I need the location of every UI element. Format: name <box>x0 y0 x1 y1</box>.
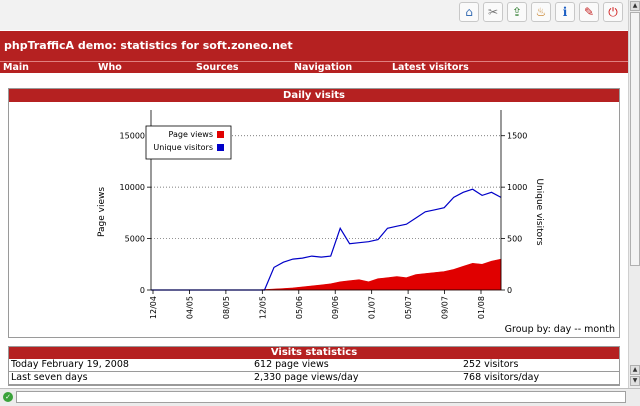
power-button[interactable]: ⏻ <box>603 2 623 22</box>
stats-visitors: 252 visitors <box>463 359 519 370</box>
nav-who[interactable]: Who <box>98 62 122 73</box>
y-tick-label: 0 <box>140 286 145 295</box>
table-row: Last seven days 2,330 page views/day 768… <box>9 372 619 385</box>
daily-visits-chart: 0 5000 10000 15000 0 500 1000 1500 12/04 04/05 08/… <box>97 110 544 319</box>
scroll-up-icon[interactable]: ▲ <box>630 1 640 11</box>
page-title: phpTrafficA demo: statistics for soft.zo… <box>4 39 293 52</box>
daily-visits-panel: Daily visits 0 5000 10000 15000 0 500 1000 1500… <box>8 88 620 338</box>
x-tick-label: 09/06 <box>331 296 340 319</box>
y-tick-label-right: 0 <box>507 286 512 295</box>
cake-button[interactable]: ♨ <box>531 2 551 22</box>
export-button[interactable]: ⇪ <box>507 2 527 22</box>
info-icon: i <box>562 5 568 19</box>
x-tick-label: 09/07 <box>441 296 450 319</box>
scroll-up-icon[interactable]: ▲ <box>630 365 640 375</box>
table-row: Today February 19, 2008 612 page views 2… <box>9 359 619 372</box>
x-tick-label: 04/05 <box>185 296 194 319</box>
y-tick-label: 5000 <box>125 235 145 244</box>
y-tick-label-right: 1000 <box>507 183 527 192</box>
status-ok-icon: ✓ <box>3 392 13 402</box>
tools-icon: ✂ <box>487 5 499 19</box>
series-page-views <box>151 258 502 291</box>
chart-legend: Page views Unique visitors <box>145 125 232 160</box>
nav-main[interactable]: Main <box>3 62 29 73</box>
toolbar: ⌂ ✂ ⇪ ♨ i ✎ ⏻ <box>0 0 628 30</box>
y-axis-label: Page views <box>97 187 107 237</box>
power-icon: ⏻ <box>608 5 618 19</box>
edit-button[interactable]: ✎ <box>579 2 599 22</box>
home-icon: ⌂ <box>465 5 473 19</box>
stats-visitors: 768 visitors/day <box>463 372 540 383</box>
legend-label-page-views: Page views <box>169 130 214 139</box>
x-tick-label: 05/07 <box>404 296 413 319</box>
x-tick-label: 12/04 <box>149 296 158 319</box>
status-field <box>16 391 626 403</box>
visits-statistics-panel: Visits statistics Today February 19, 200… <box>8 346 620 386</box>
nav-sources[interactable]: Sources <box>196 62 239 73</box>
edit-icon: ✎ <box>583 5 595 19</box>
cake-icon: ♨ <box>535 5 547 19</box>
stats-views: 2,330 page views/day <box>254 372 359 383</box>
x-tick-label: 08/05 <box>222 296 231 319</box>
main-nav: Main Who Sources Navigation Latest visit… <box>0 61 628 73</box>
home-button[interactable]: ⌂ <box>459 2 479 22</box>
y-axis-label-right: Unique visitors <box>534 178 544 245</box>
stats-label: Today February 19, 2008 <box>11 359 129 370</box>
daily-visits-title: Daily visits <box>9 89 619 102</box>
x-tick-label: 05/06 <box>295 296 304 319</box>
legend-label-unique-visitors: Unique visitors <box>153 143 213 152</box>
stats-views: 612 page views <box>254 359 329 370</box>
vertical-scrollbar[interactable]: ▲ ▲ ▼ <box>628 0 640 388</box>
status-bar: ✓ <box>0 388 640 406</box>
x-tick-label: 01/08 <box>477 296 486 319</box>
nav-navigation[interactable]: Navigation <box>294 62 353 73</box>
tools-button[interactable]: ✂ <box>483 2 503 22</box>
x-tick-label: 12/05 <box>258 296 267 319</box>
legend-box <box>145 125 232 160</box>
header-banner: phpTrafficA demo: statistics for soft.zo… <box>0 31 628 61</box>
y-tick-label-right: 500 <box>507 235 522 244</box>
legend-swatch-page-views <box>217 131 224 138</box>
stats-label: Last seven days <box>11 372 88 383</box>
y-tick-label: 10000 <box>120 183 145 192</box>
info-button[interactable]: i <box>555 2 575 22</box>
y-tick-label: 15000 <box>120 132 145 141</box>
group-by-control[interactable]: Group by: day -- month <box>504 324 615 335</box>
export-icon: ⇪ <box>511 5 523 19</box>
scroll-thumb[interactable] <box>630 12 640 266</box>
scroll-down-icon[interactable]: ▼ <box>630 376 640 386</box>
x-tick-label: 01/07 <box>368 296 377 319</box>
y-tick-label-right: 1500 <box>507 132 527 141</box>
legend-swatch-unique-visitors <box>217 144 224 151</box>
nav-latest-visitors[interactable]: Latest visitors <box>392 62 469 73</box>
visits-statistics-title: Visits statistics <box>9 347 619 359</box>
